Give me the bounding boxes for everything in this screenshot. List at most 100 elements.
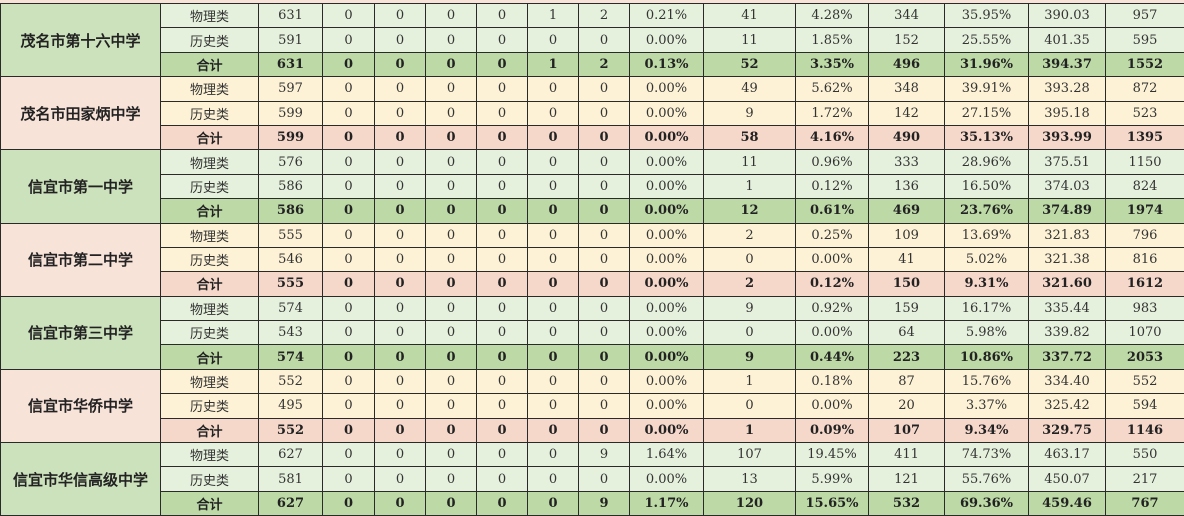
value-cell: 0	[425, 344, 477, 370]
value-cell: 3.35%	[795, 51, 869, 78]
category-cell: 物理类	[160, 295, 259, 322]
value-cell: 52	[703, 51, 796, 78]
value-cell: 0	[425, 368, 477, 395]
value-cell: 0	[578, 222, 630, 248]
value-cell: 0	[374, 198, 426, 224]
value-cell: 107	[703, 442, 796, 468]
value-cell: 329.75	[1028, 417, 1106, 444]
value-cell: 0	[527, 124, 579, 151]
value-cell: 595	[1105, 27, 1184, 53]
value-cell: 581	[258, 466, 323, 492]
value-cell: 0	[322, 466, 375, 492]
value-cell: 0	[476, 27, 528, 53]
category-cell: 历史类	[160, 393, 259, 419]
value-cell: 627	[258, 442, 323, 468]
category-cell: 合计	[160, 124, 259, 151]
value-cell: 0	[527, 198, 579, 224]
value-cell: 0	[476, 466, 528, 492]
value-cell: 0	[374, 490, 426, 516]
value-cell: 334.40	[1028, 368, 1106, 395]
value-cell: 25.55%	[944, 27, 1029, 53]
value-cell: 27.15%	[944, 100, 1029, 126]
category-cell: 物理类	[160, 76, 259, 102]
value-cell: 586	[258, 198, 323, 224]
value-cell: 11	[703, 27, 796, 53]
value-cell: 0	[425, 173, 477, 200]
value-cell: 0	[703, 246, 796, 273]
value-cell: 58	[703, 124, 796, 151]
value-cell: 0	[476, 173, 528, 200]
value-cell: 1	[703, 173, 796, 200]
total-row: 合计 552 0 0 0 0 0 0 0.00% 1 0.09% 107 9.34% 329.75 1146	[1, 417, 1184, 444]
value-cell: 0	[374, 27, 426, 53]
value-cell: 325.42	[1028, 393, 1106, 419]
school-name: 信宜市第一中学	[0, 149, 161, 224]
value-cell: 631	[258, 51, 323, 78]
value-cell: 0	[703, 320, 796, 346]
value-cell: 0	[578, 100, 630, 126]
value-cell: 0	[578, 344, 630, 370]
value-cell: 0	[578, 198, 630, 224]
value-cell: 591	[258, 27, 323, 53]
table-row: 历史类 581 0 0 0 0 0 0 0.00% 13 5.99% 121 55.76% 450.07 2…	[1, 466, 1184, 492]
value-cell: 0	[322, 490, 375, 516]
value-cell: 0	[527, 490, 579, 516]
value-cell: 555	[258, 271, 323, 297]
value-cell: 393.99	[1028, 124, 1106, 151]
value-cell: 0	[322, 271, 375, 297]
value-cell: 121	[868, 466, 945, 492]
value-cell: 4.16%	[795, 124, 869, 151]
value-cell: 574	[258, 344, 323, 370]
value-cell: 0	[322, 222, 375, 248]
value-cell: 0	[578, 149, 630, 175]
school-name: 茂名市田家炳中学	[0, 76, 161, 151]
value-cell: 0	[476, 124, 528, 151]
value-cell: 0	[425, 27, 477, 53]
category-cell: 合计	[160, 490, 259, 516]
value-cell: 20	[868, 393, 945, 419]
value-cell: 532	[868, 490, 945, 516]
value-cell: 0.00%	[629, 344, 704, 370]
value-cell: 64	[868, 320, 945, 346]
value-cell: 0	[374, 173, 426, 200]
value-cell: 12	[703, 198, 796, 224]
value-cell: 0.00%	[629, 246, 704, 273]
school-group: 信宜市第一中学 物理类 576 0 0 0 0 0 0 0.00% 11 0.96% 333 28.96%…	[0, 149, 1184, 224]
value-cell: 824	[1105, 173, 1184, 200]
value-cell: 13	[703, 466, 796, 492]
value-cell: 337.72	[1028, 344, 1106, 370]
value-cell: 217	[1105, 466, 1184, 492]
value-cell: 0.00%	[629, 149, 704, 175]
value-cell: 0	[476, 295, 528, 322]
category-cell: 物理类	[160, 2, 259, 29]
value-cell: 0	[476, 222, 528, 248]
value-cell: 555	[258, 222, 323, 248]
value-cell: 0.00%	[629, 76, 704, 102]
value-cell: 576	[258, 149, 323, 175]
table-row: 信宜市华信高级中学 物理类 627 0 0 0 0 0 9 1.64% 107 19.45% 411 74…	[0, 442, 1184, 516]
total-row: 合计 599 0 0 0 0 0 0 0.00% 58 4.16% 490 35.13% 393.99 13…	[1, 124, 1184, 151]
value-cell: 0	[374, 246, 426, 273]
value-cell: 0	[476, 51, 528, 78]
value-cell: 0.00%	[629, 393, 704, 419]
total-row: 合计 555 0 0 0 0 0 0 0.00% 2 0.12% 150 9.31% 321.60 1612	[1, 271, 1184, 297]
school-group: 信宜市华信高级中学 物理类 627 0 0 0 0 0 9 1.64% 107 19.45% 411 74…	[0, 442, 1184, 516]
value-cell: 552	[258, 368, 323, 395]
value-cell: 41	[868, 246, 945, 273]
value-cell: 5.99%	[795, 466, 869, 492]
value-cell: 321.83	[1028, 222, 1106, 248]
value-cell: 339.82	[1028, 320, 1106, 346]
value-cell: 0	[374, 271, 426, 297]
value-cell: 0	[703, 393, 796, 419]
table-row: 历史类 543 0 0 0 0 0 0 0.00% 0 0.00% 64 5.98% 339.82 1070	[1, 320, 1184, 346]
value-cell: 0	[578, 368, 630, 395]
value-cell: 0	[527, 344, 579, 370]
value-cell: 0.00%	[629, 320, 704, 346]
value-cell: 1	[527, 2, 579, 29]
value-cell: 35.13%	[944, 124, 1029, 151]
category-cell: 物理类	[160, 149, 259, 175]
value-cell: 0	[425, 198, 477, 224]
value-cell: 16.50%	[944, 173, 1029, 200]
value-cell: 0.00%	[629, 271, 704, 297]
value-cell: 0	[476, 100, 528, 126]
